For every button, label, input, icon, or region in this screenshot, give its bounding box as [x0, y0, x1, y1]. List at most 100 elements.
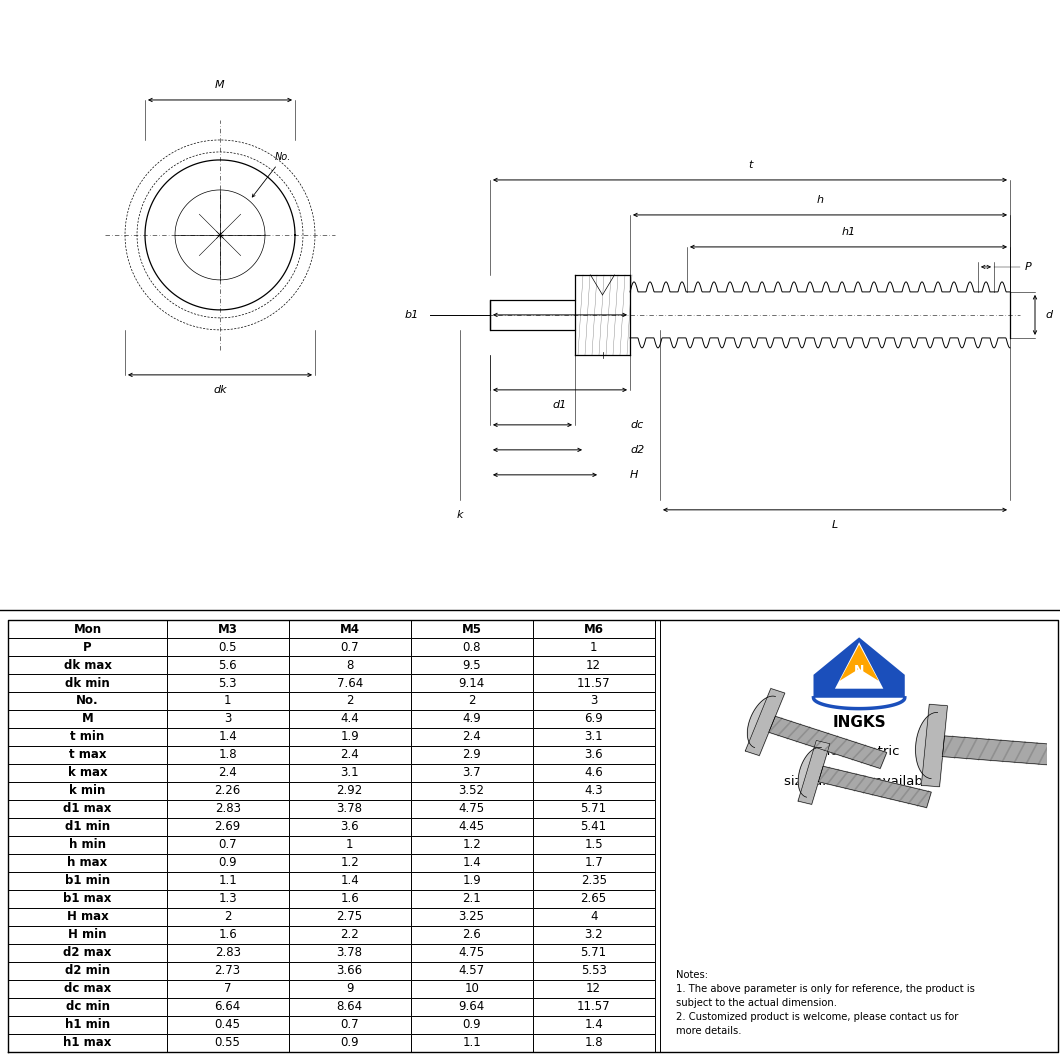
Text: 1.4: 1.4 [462, 856, 481, 869]
Bar [533, 800, 655, 818]
Text: 1.5: 1.5 [584, 838, 603, 851]
Text: 1.6: 1.6 [340, 893, 359, 905]
Text: h1 min: h1 min [65, 1018, 110, 1031]
Text: k: k [457, 510, 463, 519]
Bar [410, 871, 533, 889]
Text: H min: H min [68, 929, 107, 941]
Bar [410, 674, 533, 692]
Bar [533, 764, 655, 782]
Text: 4.4: 4.4 [340, 712, 359, 725]
Text: 4.75: 4.75 [459, 947, 484, 959]
Bar [166, 728, 288, 746]
Text: h: h [816, 195, 824, 205]
Bar [533, 997, 655, 1015]
Bar [8, 656, 166, 674]
Bar [288, 1034, 410, 1052]
Text: 2.92: 2.92 [336, 784, 363, 797]
Bar [288, 620, 410, 638]
Text: 1.3: 1.3 [218, 893, 237, 905]
Text: 0.9: 0.9 [462, 1018, 481, 1031]
Text: 2.6: 2.6 [462, 929, 481, 941]
Text: P: P [1025, 262, 1031, 272]
Bar [166, 746, 288, 764]
Text: dk max: dk max [64, 658, 111, 672]
Bar [288, 728, 410, 746]
Text: 1: 1 [224, 694, 231, 707]
Bar [288, 853, 410, 871]
Text: 11.57: 11.57 [577, 676, 611, 689]
Text: size are both available: size are both available [783, 776, 935, 789]
Text: 8: 8 [346, 658, 353, 672]
Bar [533, 835, 655, 853]
Text: 9.14: 9.14 [459, 676, 484, 689]
Polygon shape [798, 747, 822, 797]
Text: 2.75: 2.75 [337, 911, 363, 923]
Bar [410, 620, 533, 638]
Polygon shape [818, 766, 932, 808]
Text: 3.1: 3.1 [584, 730, 603, 743]
Text: 2: 2 [467, 694, 475, 707]
Bar [410, 979, 533, 997]
Text: 3.1: 3.1 [340, 766, 359, 779]
Bar [288, 764, 410, 782]
Bar [288, 710, 410, 728]
Text: 4.45: 4.45 [459, 820, 484, 833]
Text: 1: 1 [590, 640, 598, 654]
Text: 2.4: 2.4 [340, 748, 359, 761]
Text: M: M [82, 712, 93, 725]
Bar [166, 925, 288, 943]
Text: h max: h max [68, 856, 108, 869]
Text: 1.4: 1.4 [340, 874, 359, 887]
Bar [166, 656, 288, 674]
Text: b1: b1 [405, 310, 420, 320]
Text: 2.35: 2.35 [581, 874, 606, 887]
Text: 0.55: 0.55 [215, 1036, 241, 1049]
Bar [533, 638, 655, 656]
Text: 2.83: 2.83 [214, 802, 241, 815]
Bar [166, 979, 288, 997]
Text: 2.2: 2.2 [340, 929, 359, 941]
Text: 1.4: 1.4 [584, 1018, 603, 1031]
Bar [8, 728, 166, 746]
Text: 1.9: 1.9 [462, 874, 481, 887]
Text: 2.4: 2.4 [462, 730, 481, 743]
Text: 2.1: 2.1 [462, 893, 481, 905]
Text: k max: k max [68, 766, 107, 779]
Text: 5.71: 5.71 [581, 947, 606, 959]
Text: 4: 4 [590, 911, 598, 923]
Bar [8, 674, 166, 692]
Text: b1 max: b1 max [64, 893, 111, 905]
Bar [410, 1015, 533, 1034]
Bar [8, 943, 166, 961]
Polygon shape [813, 637, 905, 697]
Bar [288, 943, 410, 961]
Bar [288, 746, 410, 764]
Bar [166, 692, 288, 710]
Text: 6.64: 6.64 [214, 1000, 241, 1013]
Text: 4.3: 4.3 [584, 784, 603, 797]
Bar [166, 997, 288, 1015]
Bar [410, 961, 533, 979]
Text: 0.45: 0.45 [214, 1018, 241, 1031]
Bar [8, 764, 166, 782]
Text: 4.75: 4.75 [459, 802, 484, 815]
Bar [166, 818, 288, 835]
Text: 9.5: 9.5 [462, 658, 481, 672]
Text: 4.9: 4.9 [462, 712, 481, 725]
Text: h1 max: h1 max [64, 1036, 111, 1049]
Bar [533, 871, 655, 889]
Bar [533, 692, 655, 710]
Bar [166, 853, 288, 871]
Bar [8, 1015, 166, 1034]
Text: dc max: dc max [64, 983, 111, 995]
Text: 4.6: 4.6 [584, 766, 603, 779]
Text: 2: 2 [224, 911, 231, 923]
Text: d2 min: d2 min [65, 965, 110, 977]
Text: 1.2: 1.2 [340, 856, 359, 869]
Bar [410, 710, 533, 728]
Text: 3.6: 3.6 [340, 820, 359, 833]
Polygon shape [942, 736, 1060, 767]
Bar [533, 620, 655, 638]
Polygon shape [835, 642, 883, 689]
Bar [166, 620, 288, 638]
